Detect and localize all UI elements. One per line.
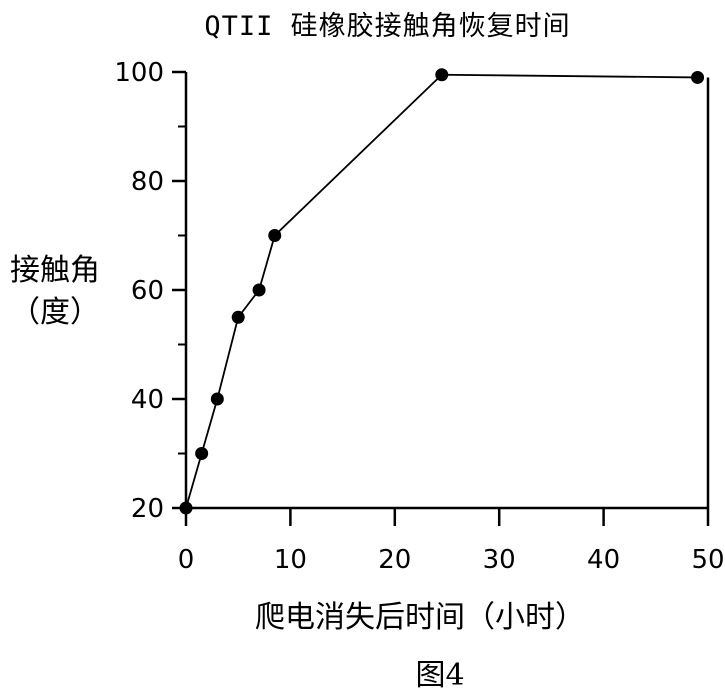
x-tick-label: 40 xyxy=(587,545,620,575)
data-point xyxy=(691,70,705,84)
data-point xyxy=(435,68,449,82)
x-tick-label: 50 xyxy=(691,545,724,575)
y-tick-label: 40 xyxy=(131,385,164,415)
x-axis-label: 爬电消失后时间（小时） xyxy=(255,600,585,635)
data-point xyxy=(179,501,193,515)
x-tick-label: 10 xyxy=(274,545,307,575)
data-point xyxy=(195,447,209,460)
figure-caption: 图4 xyxy=(415,658,465,693)
chart-title: QTII 硅橡胶接触角恢复时间 xyxy=(204,11,571,42)
y-tick-label: 100 xyxy=(114,58,164,88)
x-tick-label: 0 xyxy=(178,545,195,575)
x-tick-label: 20 xyxy=(378,545,411,575)
y-tick-label: 60 xyxy=(131,276,164,306)
data-point xyxy=(252,283,266,297)
data-point xyxy=(231,310,245,324)
series-line xyxy=(185,73,698,509)
y-axis-label-line2: （度） xyxy=(10,295,100,330)
data-point xyxy=(268,229,282,242)
y-axis-label: 接触角 （度） xyxy=(0,250,110,334)
y-axis-label-line1: 接触角 xyxy=(10,253,100,288)
data-point xyxy=(210,392,224,406)
y-tick-label: 80 xyxy=(131,167,164,197)
y-tick-label: 20 xyxy=(131,494,164,524)
x-tick-label: 30 xyxy=(483,545,516,575)
